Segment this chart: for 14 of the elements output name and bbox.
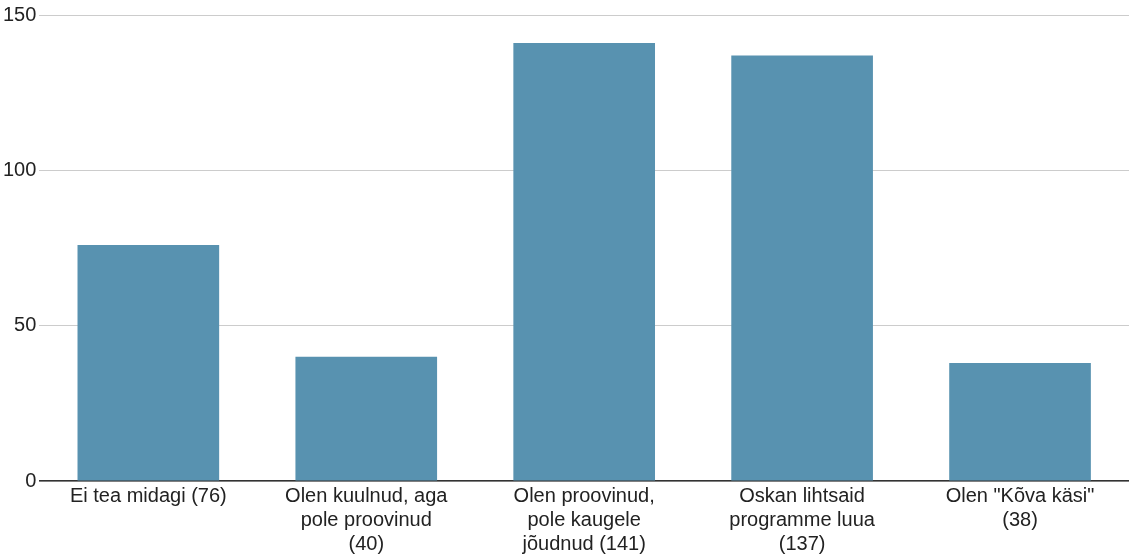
y-tick-label: 150 [2, 2, 37, 25]
x-tick-label: Olen kuulnud, aga pole proovinud (40) [285, 483, 449, 554]
bar [295, 356, 438, 481]
y-tick-label: 50 [14, 313, 37, 336]
x-tick-label: Ei tea midagi (76) [69, 483, 227, 506]
x-tick-label: Oskan lihtsaid programme luua (137) [729, 483, 876, 554]
x-tick-label: Olen "Kõva käsi" (38) [945, 483, 1095, 530]
bar [77, 244, 220, 481]
x-tick-label: Olen proovinud, pole kaugele jõudnud (141) [513, 483, 655, 554]
y-tick-label: 0 [25, 468, 37, 491]
bar [731, 55, 873, 481]
bar [513, 42, 656, 481]
bar [949, 362, 1091, 481]
y-tick-label: 100 [2, 157, 37, 180]
